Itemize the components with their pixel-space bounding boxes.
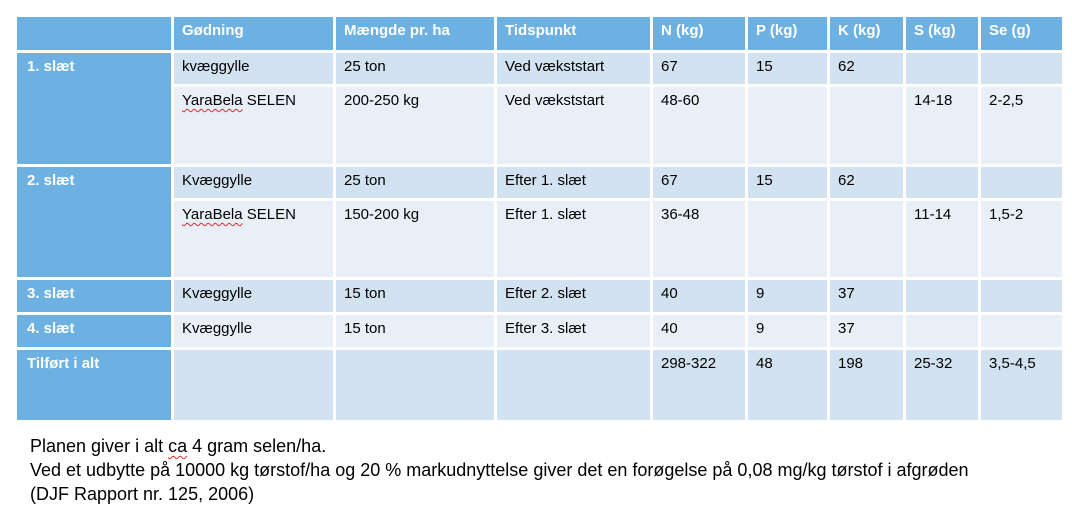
row-group-label-total: Tilført i alt: [14, 347, 174, 423]
cell-se: 1,5-2: [978, 198, 1065, 280]
cell-fertilizer: [171, 347, 336, 423]
note-line-reference: (DJF Rapport nr. 125, 2006): [30, 484, 255, 504]
cell-fertilizer: Kvæggylle: [171, 164, 336, 201]
header-row: Gødning Mængde pr. ha Tidspunkt N (kg) P…: [14, 14, 1065, 53]
column-header-tidspunkt: Tidspunkt: [494, 14, 653, 53]
cell-se: [978, 277, 1065, 315]
cell-amount: [333, 347, 497, 423]
cell-time: Efter 1. slæt: [494, 198, 653, 280]
cell-n: 40: [650, 277, 748, 315]
cell-fertilizer: Kvæggylle: [171, 277, 336, 315]
cell-time: Ved vækststart: [494, 50, 653, 87]
column-header-se: Se (g): [978, 14, 1065, 53]
cell-p: [745, 198, 830, 280]
cell-amount: 15 ton: [333, 312, 497, 350]
table-row: 3. slæt Kvæggylle 15 ton Efter 2. slæt 4…: [14, 277, 1065, 315]
table-row: YaraBela SELEN 150-200 kg Efter 1. slæt …: [16, 198, 1065, 280]
cell-time: Ved vækststart: [494, 84, 653, 167]
cell-p: 15: [745, 50, 830, 87]
cell-s: [903, 312, 981, 350]
cell-time: [494, 347, 653, 423]
table-row: 2. slæt Kvæggylle 25 ton Efter 1. slæt 6…: [14, 164, 1065, 280]
totals-row: Tilført i alt 298-322 48 198 25-32 3,5-4…: [14, 347, 1065, 423]
cell-se: [978, 312, 1065, 350]
fertilizer-word: SELEN: [246, 206, 296, 223]
cell-amount: 15 ton: [333, 277, 497, 315]
row-group-label-3-slaet: 3. slæt: [14, 277, 174, 315]
cell-n: 40: [650, 312, 748, 350]
column-header-n: N (kg): [650, 14, 748, 53]
column-header-p: P (kg): [745, 14, 830, 53]
fertilizer-plan-table: Gødning Mængde pr. ha Tidspunkt N (kg) P…: [14, 14, 1065, 423]
cell-p-total: 48: [745, 347, 830, 423]
note-line-selenium-total: Planen giver i alt ca 4 gram selen/ha.: [30, 434, 969, 458]
fertilizer-word: SELEN: [246, 92, 296, 109]
cell-k: 37: [827, 277, 906, 315]
cell-se: [978, 164, 1065, 201]
cell-time: Efter 3. slæt: [494, 312, 653, 350]
cell-n-total: 298-322: [650, 347, 748, 423]
cell-n: 67: [650, 50, 748, 87]
cell-s: [903, 50, 981, 87]
cell-fertilizer: YaraBela SELEN: [171, 198, 336, 280]
column-header-godning: Gødning: [171, 14, 336, 53]
cell-k: [827, 198, 906, 280]
footnote-block: Planen giver i alt ca 4 gram selen/ha. V…: [30, 434, 969, 506]
cell-p: [745, 84, 830, 167]
cell-amount: 25 ton: [333, 164, 497, 201]
note-text: Planen giver i alt: [30, 436, 164, 456]
column-header-maengde: Mængde pr. ha: [333, 14, 497, 53]
column-header-empty: [14, 14, 174, 53]
cell-amount: 25 ton: [333, 50, 497, 87]
cell-time: Efter 2. slæt: [494, 277, 653, 315]
cell-time: Efter 1. slæt: [494, 164, 653, 201]
cell-fertilizer: Kvæggylle: [171, 312, 336, 350]
cell-k-total: 198: [827, 347, 906, 423]
misspelled-word: YaraBela: [182, 206, 243, 223]
table-row: 1. slæt kvæggylle 25 ton Ved vækststart …: [14, 50, 1065, 167]
cell-p: 9: [745, 312, 830, 350]
cell-amount: 150-200 kg: [333, 198, 497, 280]
cell-amount: 200-250 kg: [333, 84, 497, 167]
cell-n: 36-48: [650, 198, 748, 280]
row-group-label-4-slaet: 4. slæt: [14, 312, 174, 350]
cell-p: 9: [745, 277, 830, 315]
row-group-label-2-slaet: 2. slæt: [14, 164, 174, 280]
cell-p: 15: [745, 164, 830, 201]
cell-s: 14-18: [903, 84, 981, 167]
row-group-label-1-slaet: 1. slæt: [14, 50, 174, 167]
misspelled-word: ca: [168, 436, 188, 456]
cell-n: 48-60: [650, 84, 748, 167]
column-header-k: K (kg): [827, 14, 906, 53]
cell-se: 2-2,5: [978, 84, 1065, 167]
cell-k: 37: [827, 312, 906, 350]
cell-s: [903, 164, 981, 201]
cell-s: [903, 277, 981, 315]
cell-s-total: 25-32: [903, 347, 981, 423]
table-row: YaraBela SELEN 200-250 kg Ved vækststart…: [16, 84, 1065, 167]
cell-fertilizer: YaraBela SELEN: [171, 84, 336, 167]
cell-fertilizer: kvæggylle: [171, 50, 336, 87]
note-line-yield-calculation: Ved et udbytte på 10000 kg tørstof/ha og…: [30, 460, 969, 480]
note-text: 4 gram selen/ha.: [192, 436, 327, 456]
cell-s: 11-14: [903, 198, 981, 280]
misspelled-word: YaraBela: [182, 92, 243, 109]
cell-n: 67: [650, 164, 748, 201]
column-header-s: S (kg): [903, 14, 981, 53]
table-row: 4. slæt Kvæggylle 15 ton Efter 3. slæt 4…: [14, 312, 1065, 350]
cell-se-total: 3,5-4,5: [978, 347, 1065, 423]
cell-se: [978, 50, 1065, 87]
cell-k: 62: [827, 50, 906, 87]
cell-k: 62: [827, 164, 906, 201]
cell-k: [827, 84, 906, 167]
